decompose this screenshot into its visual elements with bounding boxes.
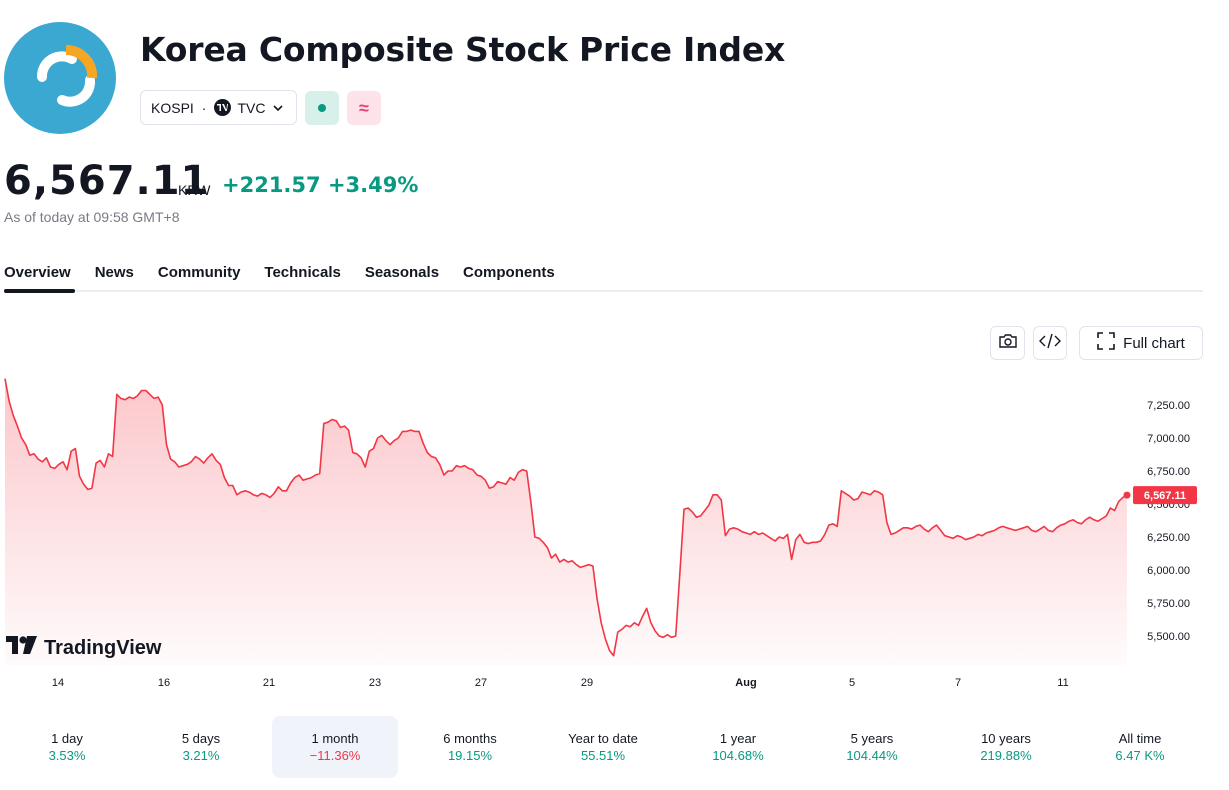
full-chart-button[interactable]: Full chart [1079, 326, 1203, 360]
period-1-day[interactable]: 1 day 3.53% [4, 716, 130, 778]
tradingview-logo-icon [6, 636, 38, 660]
last-value-label: 6,567.11 [1144, 490, 1186, 502]
period-1-year[interactable]: 1 year 104.68% [675, 716, 801, 778]
period-5-days[interactable]: 5 days 3.21% [138, 716, 264, 778]
period-value: −11.36% [309, 748, 361, 763]
period-value: 104.68% [712, 748, 764, 763]
tab-divider [4, 290, 1203, 292]
tradingview-badge-icon [214, 99, 232, 116]
change-value: +221.57 [222, 173, 321, 197]
currency-label: KRW [178, 182, 211, 198]
x-tick-label: 21 [263, 677, 275, 689]
tradingview-brand-label: TradingView [44, 636, 162, 659]
camera-icon [998, 333, 1018, 354]
x-tick-label: 14 [52, 677, 64, 689]
period-1-month[interactable]: 1 month −11.36% [272, 716, 398, 778]
chevron-down-icon [273, 101, 284, 115]
period-value: 19.15% [447, 748, 493, 763]
price-change: +221.57 +3.49% [222, 173, 418, 197]
exchange-label: TVC [237, 99, 266, 116]
symbol-exchange-selector[interactable]: KOSPI · TVC [140, 90, 297, 125]
period-label: 6 months [443, 731, 497, 746]
period-value: 104.44% [846, 748, 898, 763]
tab-technicals[interactable]: Technicals [264, 264, 341, 281]
y-tick-label: 5,750.00 [1147, 598, 1190, 610]
symbol-label: KOSPI [151, 99, 194, 116]
x-tick-label: 16 [158, 677, 170, 689]
period-label: 10 years [981, 731, 1031, 746]
snapshot-button[interactable] [990, 326, 1025, 360]
active-tab-indicator [4, 289, 75, 293]
x-tick-label: 11 [1057, 677, 1068, 689]
period-label: All time [1118, 731, 1162, 746]
y-tick-label: 7,000.00 [1147, 433, 1190, 445]
y-tick-label: 5,500.00 [1147, 631, 1190, 643]
period-value: 55.51% [580, 748, 626, 763]
tab-components[interactable]: Components [463, 264, 555, 281]
period-5-years[interactable]: 5 years 104.44% [809, 716, 935, 778]
x-tick-label: 23 [369, 677, 381, 689]
y-tick-label: 6,000.00 [1147, 565, 1190, 577]
last-point-marker [1123, 491, 1131, 499]
x-tick-label: 27 [475, 677, 487, 689]
tab-news[interactable]: News [94, 264, 134, 281]
period-label: 1 year [719, 731, 757, 746]
x-tick-label: 29 [581, 677, 593, 689]
y-tick-label: 6,250.00 [1147, 532, 1190, 544]
last-price: 6,567.11 [4, 158, 210, 204]
period-year-to-date[interactable]: Year to date 55.51% [540, 716, 666, 778]
y-tick-label: 6,750.00 [1147, 466, 1190, 478]
kospi-logo-icon [4, 22, 116, 134]
period-label: 5 days [181, 731, 221, 746]
x-tick-label: Aug [735, 677, 756, 689]
tab-bar: Overview News Community Technicals Seaso… [4, 264, 579, 281]
tradingview-logo[interactable]: TradingView [6, 636, 161, 660]
code-embed-icon [1038, 333, 1062, 354]
page-title: Korea Composite Stock Price Index [140, 30, 786, 69]
tab-overview[interactable]: Overview [4, 264, 71, 281]
period-all-time[interactable]: All time 6.47 K% [1077, 716, 1203, 778]
period-value: 219.88% [980, 748, 1032, 763]
period-performance-bar: 1 day 3.53% 5 days 3.21% 1 month −11.36%… [0, 716, 1229, 778]
price-chart[interactable]: 7,250.007,000.006,750.006,500.006,250.00… [0, 365, 1229, 695]
last-value-badge [1133, 486, 1197, 505]
period-value: 6.47 K% [1115, 748, 1165, 763]
market-open-dot-icon[interactable] [305, 91, 339, 125]
period-label: 1 day [51, 731, 83, 746]
full-chart-label: Full chart [1123, 334, 1185, 352]
approx-wave-icon[interactable]: ≈ [347, 91, 381, 125]
period-label: Year to date [568, 731, 638, 746]
period-10-years[interactable]: 10 years 219.88% [943, 716, 1069, 778]
period-value: 3.21% [182, 748, 220, 763]
as-of-timestamp: As of today at 09:58 GMT+8 [4, 209, 180, 225]
fullscreen-icon [1097, 332, 1115, 354]
y-tick-label: 7,250.00 [1147, 400, 1190, 412]
tab-community[interactable]: Community [157, 264, 241, 281]
x-tick-label: 5 [849, 677, 855, 689]
tab-seasonals[interactable]: Seasonals [364, 264, 440, 281]
period-label: 1 month [311, 731, 359, 746]
embed-button[interactable] [1033, 326, 1067, 360]
period-label: 5 years [850, 731, 894, 746]
price-area-fill [5, 378, 1127, 665]
change-percent: +3.49% [327, 173, 419, 197]
period-6-months[interactable]: 6 months 19.15% [407, 716, 533, 778]
x-tick-label: 7 [955, 677, 961, 689]
separator-dot: · [201, 99, 207, 116]
price-line [4, 378, 1128, 657]
period-value: 3.53% [48, 748, 86, 763]
